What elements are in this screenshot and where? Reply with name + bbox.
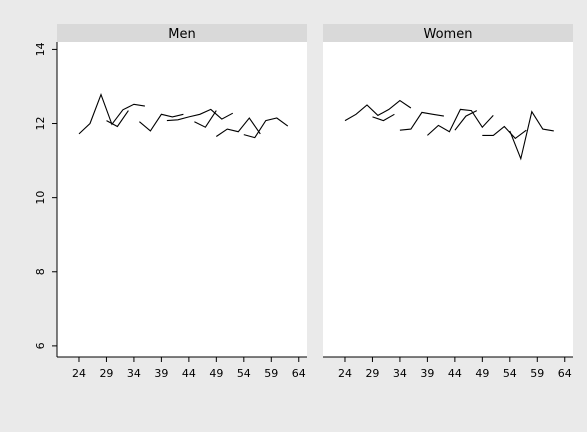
x-tick-label: 59	[530, 367, 544, 380]
x-tick-label: 24	[72, 367, 86, 380]
x-tick-label: 34	[393, 367, 407, 380]
series-line-5	[454, 110, 478, 131]
x-tick-label: 44	[448, 367, 462, 380]
panel-women: Women 24 29 34 39 44 49 54 59 64	[323, 24, 573, 380]
y-tick-label: 6	[34, 342, 47, 349]
plot-region	[57, 42, 307, 357]
x-tick-label: 59	[264, 367, 278, 380]
series-line-2	[372, 113, 395, 122]
series-line-7	[243, 117, 289, 139]
plot-region	[323, 42, 573, 357]
x-tick-label: 54	[503, 367, 517, 380]
x-tick-label: 64	[558, 367, 572, 380]
series-line-4	[427, 108, 494, 136]
x-tick-label: 34	[127, 367, 141, 380]
x-tick-label: 64	[292, 367, 306, 380]
series-lines	[78, 93, 289, 139]
series-line-5	[194, 110, 217, 128]
panel-title: Women	[424, 27, 473, 42]
series-line-1	[78, 93, 145, 135]
axes: 24 29 34 39 44 49 54 59 64 6 8 10 12 14	[34, 42, 307, 380]
series-line-2	[106, 110, 129, 128]
x-tick-label: 49	[475, 367, 489, 380]
y-tick-label: 10	[34, 191, 47, 205]
axes: 24 29 34 39 44 49 54 59 64	[323, 356, 573, 380]
x-tick-label: 44	[182, 367, 196, 380]
y-tick-label: 8	[34, 268, 47, 275]
series-line-3	[399, 111, 444, 131]
x-tick-label: 24	[338, 367, 352, 380]
x-tick-label: 39	[420, 367, 434, 380]
series-line-1	[344, 99, 412, 122]
series-line-6	[482, 125, 527, 140]
series-line-6	[215, 117, 261, 137]
x-tick-label: 49	[209, 367, 223, 380]
y-tick-label: 14	[34, 42, 47, 56]
panel-strip	[57, 24, 307, 42]
series-line-7	[509, 110, 554, 161]
x-tick-label: 39	[154, 367, 168, 380]
panel-title: Men	[168, 27, 195, 42]
x-tick-label: 54	[237, 367, 251, 380]
series-line-4	[166, 108, 234, 122]
panel-strip	[323, 24, 573, 42]
series-lines	[344, 99, 554, 161]
y-tick-label: 12	[34, 117, 47, 131]
x-tick-label: 29	[99, 367, 113, 380]
x-tick-label: 29	[365, 367, 379, 380]
panel-men: Men 24 29 34 39 44 49 54 59 64 6 8 10 12 14	[34, 24, 307, 380]
series-line-3	[139, 113, 184, 132]
